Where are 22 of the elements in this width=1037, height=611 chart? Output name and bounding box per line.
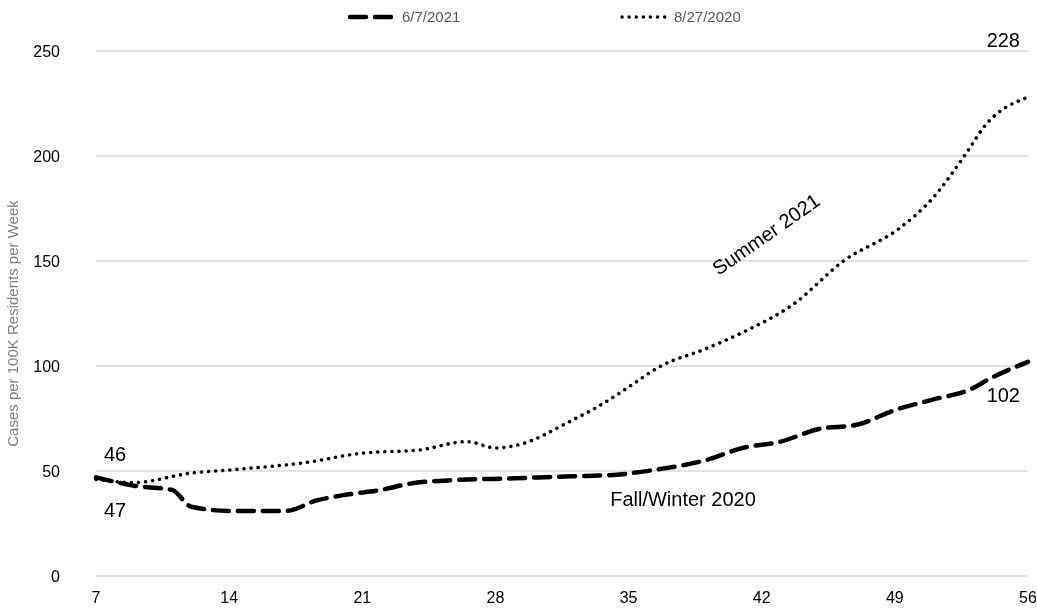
data-label: 46 [104, 443, 127, 466]
x-tick-label: 42 [752, 589, 771, 606]
data-label: 47 [104, 499, 127, 522]
data-label: 102 [986, 383, 1020, 406]
y-tick-label: 50 [42, 462, 61, 480]
x-tick-label: 21 [353, 589, 372, 606]
x-tick-label: 49 [885, 589, 904, 606]
x-tick-label: 7 [91, 589, 101, 606]
x-tick-label: 35 [619, 589, 638, 606]
y-axis-title: Cases per 100K Residents per Week [4, 199, 21, 447]
legend-label: 6/7/2021 [402, 8, 461, 26]
y-tick-label: 200 [33, 147, 61, 165]
x-tick-label: 56 [1019, 589, 1037, 606]
legend-label: 8/27/2020 [674, 8, 741, 26]
y-tick-label: 0 [51, 567, 61, 585]
data-label: 228 [986, 29, 1020, 52]
y-tick-label: 150 [33, 252, 61, 270]
x-tick-label: 14 [220, 589, 239, 606]
y-tick-label: 250 [33, 42, 61, 60]
annotation: Fall/Winter 2020 [610, 488, 756, 510]
x-tick-label: 28 [486, 589, 505, 606]
y-tick-label: 100 [33, 357, 61, 375]
